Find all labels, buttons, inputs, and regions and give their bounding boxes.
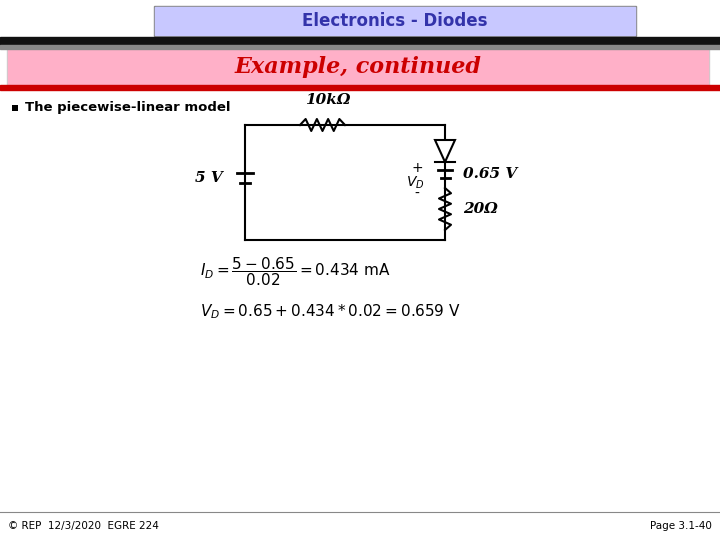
Text: $V_D$: $V_D$ — [406, 175, 424, 191]
Text: © REP  12/3/2020  EGRE 224: © REP 12/3/2020 EGRE 224 — [8, 521, 159, 531]
Bar — [7, 48, 709, 86]
Text: Example, continued: Example, continued — [235, 56, 482, 78]
Bar — [0, 45, 720, 49]
Text: The piecewise-linear model: The piecewise-linear model — [25, 102, 230, 114]
Bar — [154, 6, 636, 36]
Bar — [155, 7, 635, 35]
Text: +: + — [411, 161, 423, 175]
Bar — [0, 85, 720, 90]
Text: 20Ω: 20Ω — [463, 202, 498, 216]
Text: $V_D = 0.65 + 0.434 * 0.02 = 0.659\ \mathrm{V}$: $V_D = 0.65 + 0.434 * 0.02 = 0.659\ \mat… — [200, 302, 461, 321]
Bar — [8, 49, 708, 85]
Text: $I_D = \dfrac{5 - 0.65}{0.02} = 0.434\ \mathrm{mA}$: $I_D = \dfrac{5 - 0.65}{0.02} = 0.434\ \… — [200, 255, 391, 288]
Text: Page 3.1-40: Page 3.1-40 — [650, 521, 712, 531]
Text: 0.65 V: 0.65 V — [463, 167, 517, 181]
Text: 10kΩ: 10kΩ — [305, 93, 350, 107]
Polygon shape — [435, 140, 455, 162]
Text: -: - — [415, 187, 420, 201]
Bar — [0, 37, 720, 45]
Text: 5 V: 5 V — [195, 171, 223, 185]
Text: Electronics - Diodes: Electronics - Diodes — [302, 12, 487, 30]
